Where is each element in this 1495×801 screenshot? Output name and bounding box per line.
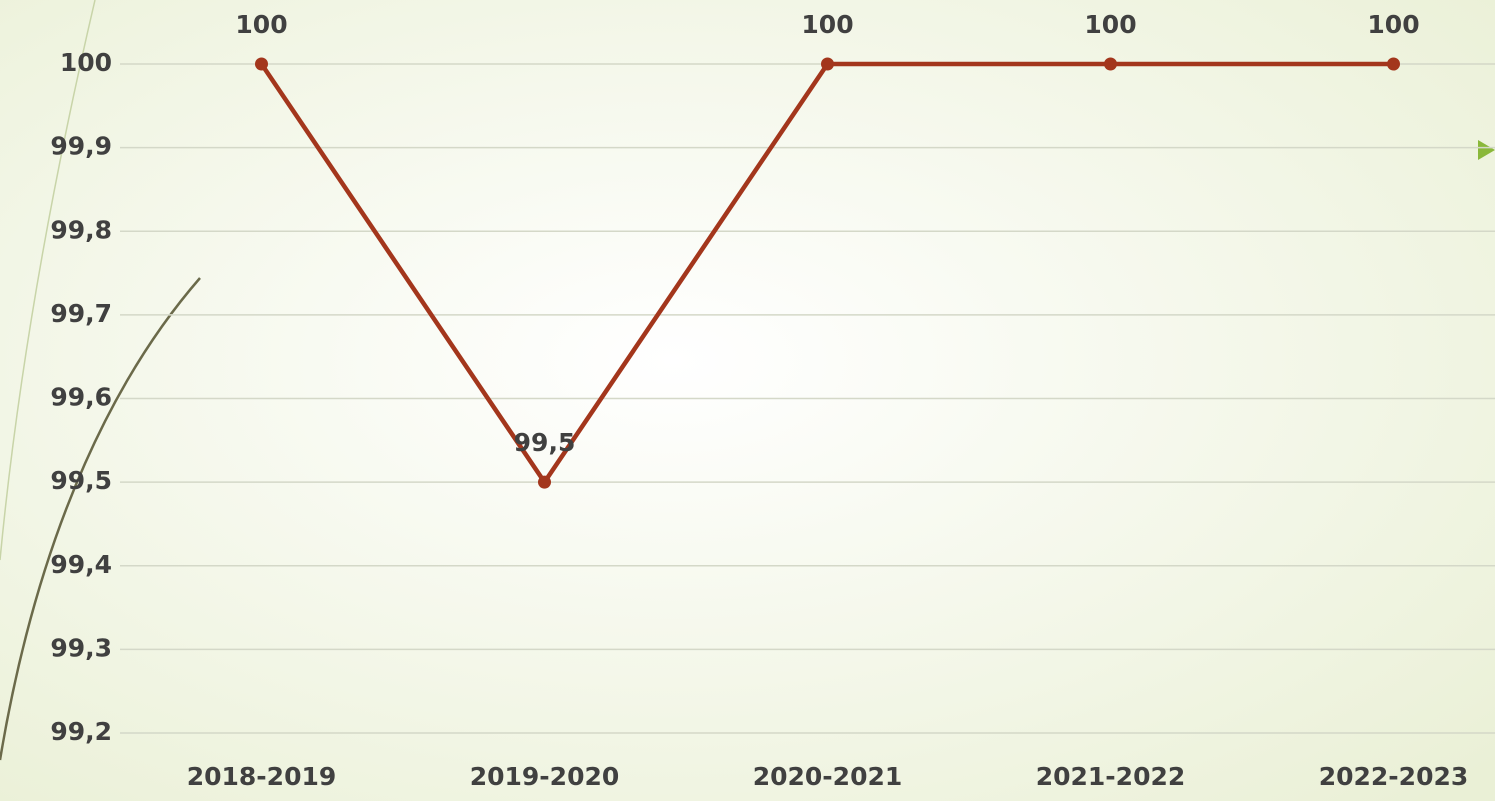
x-tick-label: 2020-2021 (753, 762, 903, 791)
y-tick-label: 99,4 (50, 550, 112, 579)
x-tick-label: 2022-2023 (1319, 762, 1469, 791)
point (821, 57, 834, 71)
x-tick-label: 2019-2020 (470, 762, 620, 791)
data-label: 100 (1367, 10, 1419, 39)
y-tick-label: 99,2 (50, 717, 112, 746)
y-tick-label: 99,8 (50, 215, 112, 244)
y-tick-label: 99,6 (50, 383, 112, 412)
y-tick-label: 99,3 (50, 633, 112, 662)
y-tick-label: 99,7 (50, 299, 112, 328)
point (1104, 57, 1117, 71)
decor-curve (0, 277, 201, 761)
y-tick-label: 99,9 (50, 132, 112, 161)
decor-arrow (1478, 140, 1495, 160)
data-label: 100 (801, 10, 853, 39)
data-label: 100 (1084, 10, 1136, 39)
y-tick-label: 100 (60, 48, 112, 77)
data-label: 100 (235, 10, 287, 39)
data-label: 99,5 (514, 428, 576, 457)
x-tick-label: 2021-2022 (1036, 762, 1186, 791)
y-tick-label: 99,5 (50, 466, 112, 495)
point (255, 57, 268, 71)
point (1387, 57, 1400, 71)
decor-curve (0, 0, 96, 561)
point (538, 475, 551, 489)
x-tick-label: 2018-2019 (187, 762, 337, 791)
